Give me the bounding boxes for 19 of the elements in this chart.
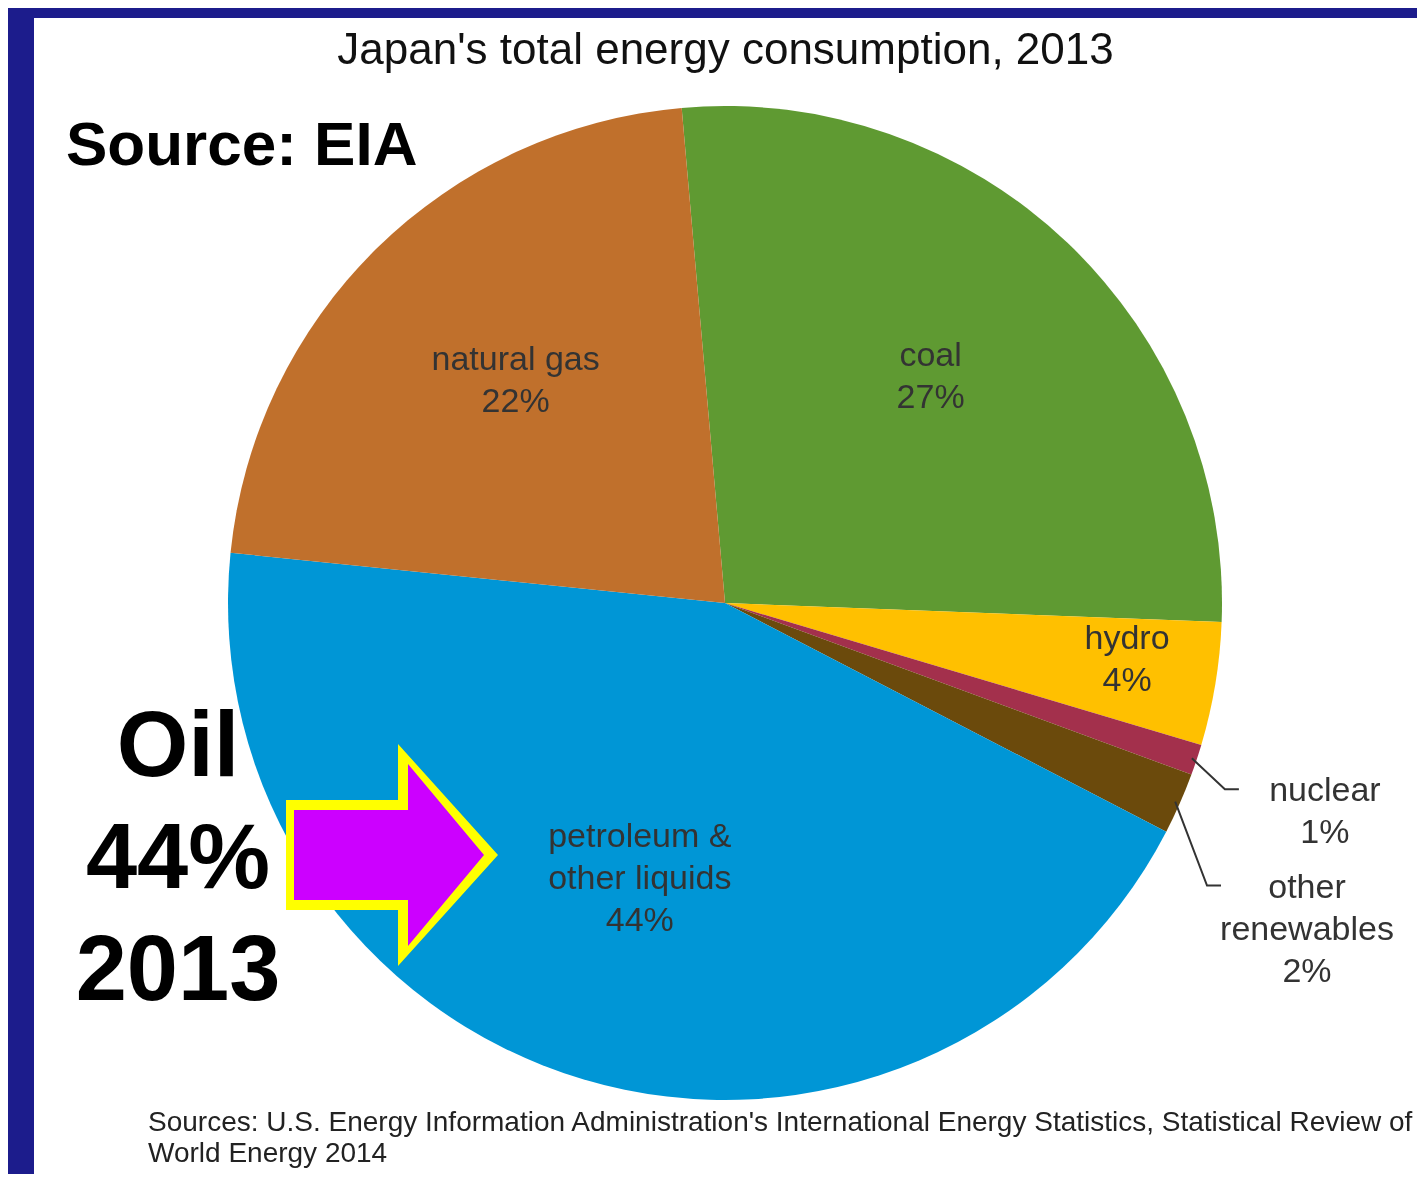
data-label: 22%	[481, 380, 550, 419]
data-label: 2%	[1282, 950, 1332, 989]
pie-slice	[725, 603, 1222, 745]
chart-title: Japan's total energy consumption, 2013	[336, 24, 1115, 74]
source-note: Source: EIA	[66, 108, 418, 179]
slice-label: other renewables	[1220, 866, 1394, 947]
slice-label: coal	[899, 335, 962, 374]
slice-label: petroleum & other liquids	[548, 815, 732, 896]
data-label: 44%	[605, 899, 674, 938]
data-label: 1%	[1300, 812, 1350, 851]
slice-label: hydro	[1084, 617, 1170, 656]
source-note: Sources: U.S. Energy Information Administration's International Energy Statistics, Statistical Review of World Energy 2014	[148, 1106, 1413, 1168]
data-label: 27%	[896, 377, 965, 416]
pie-slice	[681, 106, 1222, 623]
data-label: 4%	[1102, 659, 1152, 698]
slice-label: nuclear	[1269, 770, 1381, 809]
pie-slice	[725, 603, 1202, 775]
text: Oil 44% 2013	[74, 692, 282, 1021]
slice-label: natural gas	[431, 338, 600, 377]
